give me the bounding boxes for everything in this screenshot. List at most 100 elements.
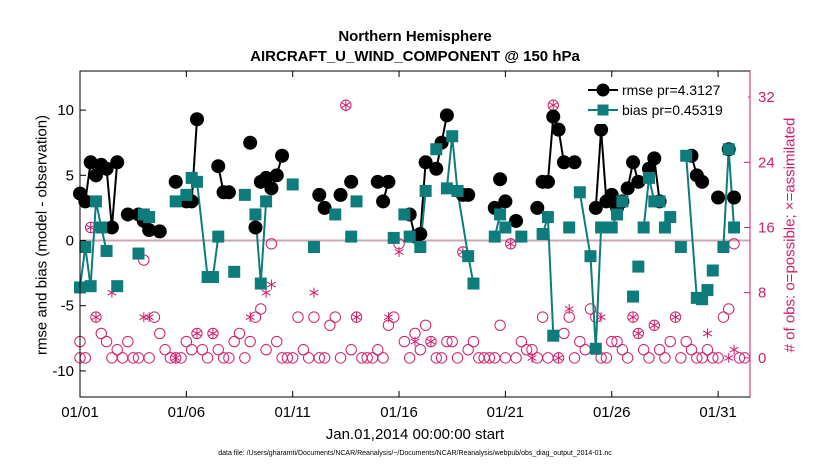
rmse-point: [604, 187, 619, 202]
obs-possible-point: [372, 344, 384, 356]
rmse-point: [413, 227, 428, 241]
bias-point: [499, 221, 512, 234]
bias-point: [611, 208, 624, 221]
obs-possible-point: [616, 344, 629, 356]
obs-assimilated-point: [383, 312, 393, 323]
bias-point: [674, 241, 687, 254]
obs-possible-point: [345, 344, 357, 356]
obs-possible-point: [111, 344, 123, 356]
bias-point: [89, 195, 102, 208]
obs-possible-point: [419, 319, 432, 331]
obs-possible-point: [350, 311, 363, 323]
rmse-point: [551, 122, 566, 137]
bias-point: [414, 241, 427, 254]
bias-point: [345, 230, 358, 243]
obs-assimilated-point: [527, 352, 537, 363]
bias-point: [132, 247, 145, 260]
obs-possible-point: [318, 352, 331, 364]
y-axis-label-right: # of obs: o=possible; ×=assimilated: [781, 117, 799, 353]
obs-possible-point: [659, 352, 671, 364]
bias-point: [307, 241, 320, 254]
rmse-point: [78, 194, 93, 209]
bias-point: [722, 143, 735, 156]
rmse-point: [243, 135, 258, 150]
y-tick-label: 5: [66, 167, 74, 184]
rmse-point: [221, 185, 236, 200]
rmse-point: [540, 174, 555, 189]
bias-point: [95, 221, 108, 234]
obs-possible-point: [494, 319, 506, 331]
legend-label: bias pr=0.45319: [622, 102, 723, 118]
obs-possible-point: [712, 352, 724, 364]
rmse-point: [104, 220, 119, 235]
obs-possible-point: [430, 352, 442, 364]
bias-point: [286, 178, 299, 191]
bias-point: [398, 208, 411, 221]
obs-assimilated-point: [564, 303, 574, 314]
rmse-point: [248, 220, 263, 235]
bias-point: [79, 241, 92, 254]
bias-line-segment: [578, 192, 603, 349]
rmse-point: [594, 122, 609, 137]
obs-possible-point: [398, 335, 411, 348]
obs-possible-point: [100, 335, 113, 348]
obs-possible-point: [170, 352, 182, 364]
obs-possible-point: [664, 335, 676, 348]
obs-possible-point: [361, 352, 373, 364]
obs-possible-point: [265, 238, 278, 250]
obs-possible-point: [653, 344, 666, 356]
rmse-point: [189, 112, 204, 127]
bias-point: [254, 277, 267, 290]
bias-point: [680, 149, 693, 162]
obs-possible-point: [425, 335, 437, 348]
obs-possible-point: [127, 352, 139, 364]
bias-point: [180, 188, 193, 201]
legend-label: rmse pr=4.3127: [622, 82, 721, 98]
bias-point: [446, 130, 459, 143]
rmse-point: [317, 200, 332, 215]
y-tick-label: -5: [61, 298, 74, 315]
rmse-point: [567, 155, 582, 170]
bias-point: [329, 208, 342, 221]
obs-possible-point: [95, 327, 107, 340]
obs-assimilated-point: [351, 312, 362, 323]
bias-point: [430, 143, 443, 156]
obs-possible-point: [510, 352, 522, 364]
x-tick-label: 01/31: [699, 404, 737, 421]
bias-point: [595, 221, 608, 234]
obs-possible-point: [334, 352, 347, 364]
rmse-point: [711, 190, 726, 205]
obs-possible-point: [723, 303, 735, 315]
bias-point: [536, 228, 549, 240]
obs-assimilated-point: [553, 352, 564, 363]
obs-possible-point: [707, 352, 719, 364]
obs-assimilated-point: [649, 320, 659, 331]
rmse-point: [493, 172, 508, 187]
bias-point: [589, 342, 602, 355]
bias-point: [637, 221, 650, 234]
bias-point: [494, 208, 507, 221]
obs-possible-point: [308, 311, 320, 323]
obs-possible-point: [207, 327, 219, 340]
obs-possible-point: [196, 344, 209, 356]
chart-title: Northern Hemisphere: [338, 28, 492, 45]
legend-marker: [597, 104, 609, 116]
obs-possible-point: [669, 311, 682, 323]
bias-point: [616, 195, 629, 208]
obs-possible-point: [233, 327, 246, 340]
obs-possible-point: [574, 335, 586, 348]
legend-box: [584, 78, 748, 124]
obs-possible-point: [271, 335, 283, 348]
obs-possible-point: [584, 303, 597, 315]
obs-possible-point: [691, 352, 703, 364]
rmse-point: [727, 190, 742, 205]
obs-possible-point: [536, 311, 549, 323]
obs-assimilated-point: [548, 100, 558, 111]
bias-point: [642, 171, 655, 184]
bias-point: [350, 195, 363, 208]
obs-possible-point: [685, 344, 698, 356]
bias-point: [632, 260, 645, 273]
rmse-point: [626, 155, 641, 170]
y-right-tick-label: 24: [758, 154, 775, 171]
